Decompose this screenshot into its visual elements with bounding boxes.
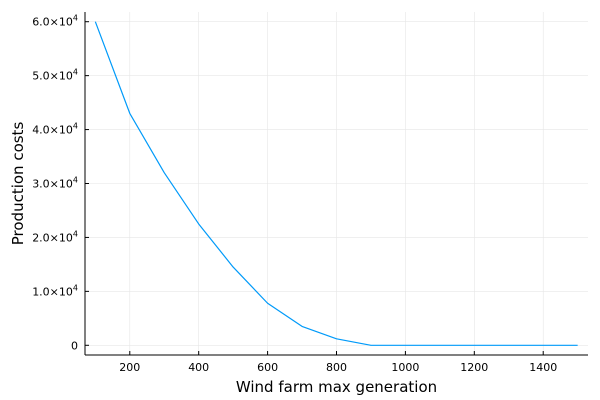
y-tick-label: 0 bbox=[71, 339, 78, 352]
y-axis-ticks: 0 1.0×104 2.0×104 3.0×104 4.0×104 5.0×104 6.0×… bbox=[32, 14, 89, 352]
x-tick-label: 200 bbox=[119, 361, 140, 374]
y-tick-label: 4.0×104 bbox=[32, 122, 78, 137]
x-tick-label: 800 bbox=[326, 361, 347, 374]
y-tick-label: 2.0×104 bbox=[32, 229, 78, 244]
x-tick-label: 1000 bbox=[391, 361, 419, 374]
x-tick-label: 1400 bbox=[529, 361, 557, 374]
x-tick-label: 600 bbox=[257, 361, 278, 374]
x-axis-label: Wind farm max generation bbox=[236, 378, 437, 396]
x-tick-label: 400 bbox=[188, 361, 209, 374]
x-axis-ticks: 200 400 600 800 1000 1200 1400 bbox=[119, 351, 557, 374]
y-axis-label: Production costs bbox=[9, 122, 27, 246]
series-line bbox=[94, 21, 578, 346]
x-tick-label: 1200 bbox=[460, 361, 488, 374]
series bbox=[94, 21, 578, 346]
y-tick-label: 3.0×104 bbox=[32, 176, 78, 191]
y-tick-label: 5.0×104 bbox=[32, 68, 78, 83]
grid bbox=[85, 12, 588, 355]
y-tick-label: 6.0×104 bbox=[32, 14, 78, 29]
y-tick-label: 1.0×104 bbox=[32, 283, 78, 298]
